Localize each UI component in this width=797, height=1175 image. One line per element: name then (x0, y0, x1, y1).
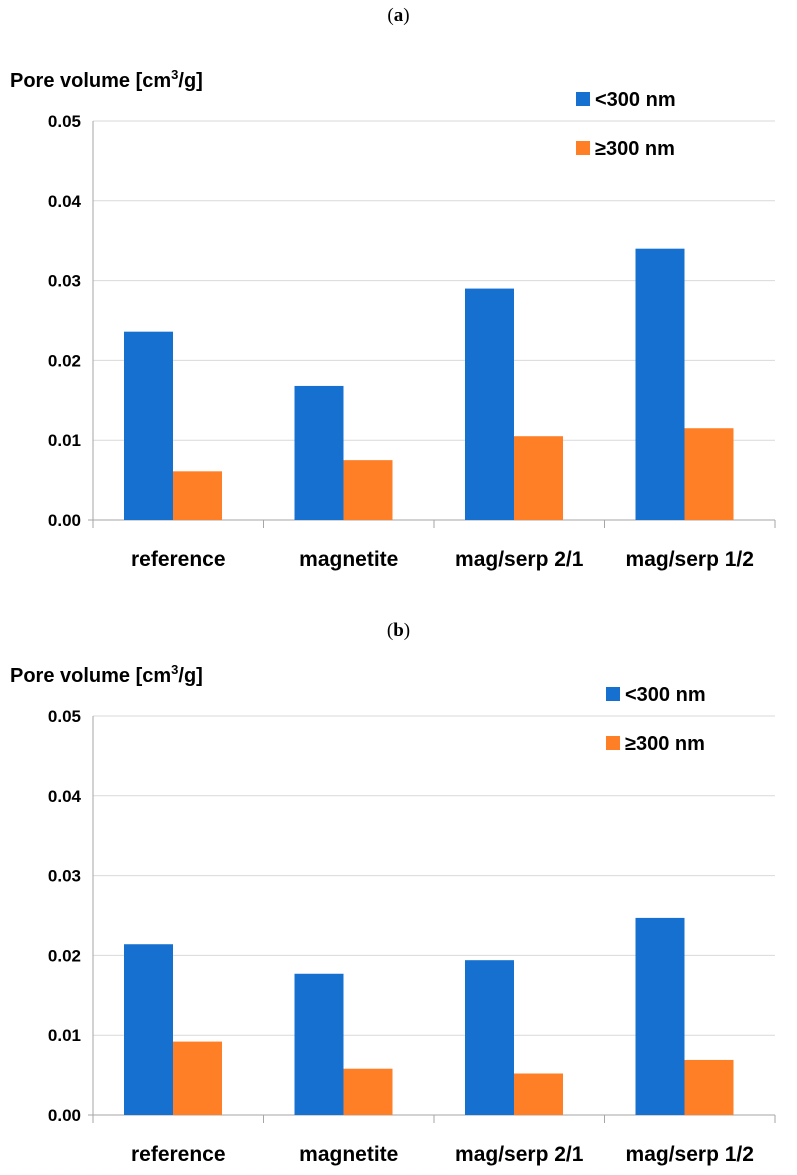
y-tick-label: 0.03 (48, 867, 81, 886)
y-tick-label: 0.02 (48, 351, 81, 370)
pore-volume-chart-b: 0.00 0.01 0.02 0.03 0.04 0.05 reference magneti… (10, 662, 776, 1166)
bar (684, 1059, 734, 1115)
y-tick-label: 0.04 (48, 192, 82, 211)
y-axis-title-end: /g] (178, 665, 202, 687)
x-category-label: mag/serp 2/1 (455, 1143, 584, 1166)
bar (124, 331, 173, 520)
bar (514, 1073, 563, 1115)
bar (684, 428, 734, 520)
bar (294, 973, 344, 1115)
bar (294, 385, 344, 520)
y-tick-label: 0.02 (48, 946, 81, 965)
legend-swatch (576, 141, 590, 155)
y-axis-title: Pore volume [cm3/g] (10, 67, 203, 92)
legend-label: <300 nm (625, 684, 706, 706)
bar (173, 471, 222, 520)
legend-swatch (606, 687, 620, 701)
y-tick-label: 0.05 (48, 112, 81, 131)
bar (124, 944, 173, 1115)
x-category-label: magnetite (299, 1143, 398, 1166)
legend-label: ≥300 nm (595, 138, 675, 160)
legend-label: <300 nm (595, 89, 676, 111)
x-category-label: reference (131, 1143, 226, 1166)
y-tick-label: 0.05 (48, 707, 81, 726)
y-axis-title-superscript: 3 (171, 67, 178, 82)
pore-volume-chart-a: 0.00 0.01 0.02 0.03 0.04 0.05 reference magneti… (10, 67, 776, 571)
bar (514, 436, 563, 520)
y-tick-label: 0.00 (48, 511, 81, 530)
y-tick-label: 0.00 (48, 1106, 81, 1125)
y-axis-title-main: Pore volume [cm (10, 70, 171, 92)
panel-letter: a (393, 5, 404, 26)
bar (343, 1068, 393, 1115)
y-axis-title: Pore volume [cm3/g] (10, 662, 203, 687)
panel-letter: b (393, 620, 404, 641)
panel-label-b: (b) (386, 620, 411, 641)
legend-swatch (576, 92, 590, 106)
y-tick-label: 0.01 (48, 431, 81, 450)
panel-label-a: (a) (387, 5, 410, 26)
y-tick-label: 0.01 (48, 1026, 81, 1045)
y-axis-title-end: /g] (178, 70, 202, 92)
x-category-label: reference (131, 548, 226, 571)
x-category-label: magnetite (299, 548, 398, 571)
y-axis-title-main: Pore volume [cm (10, 665, 171, 687)
bar (635, 248, 685, 520)
bar (343, 460, 393, 520)
x-category-label: mag/serp 1/2 (626, 548, 754, 571)
legend-swatch (606, 736, 620, 750)
y-axis-title-superscript: 3 (171, 662, 178, 677)
bar (465, 288, 514, 520)
bar (465, 960, 514, 1115)
bar (173, 1041, 222, 1115)
y-tick-label: 0.03 (48, 272, 81, 291)
legend-label: ≥300 nm (625, 733, 705, 755)
x-category-label: mag/serp 2/1 (455, 548, 584, 571)
x-category-label: mag/serp 1/2 (626, 1143, 754, 1166)
y-tick-label: 0.04 (48, 787, 82, 806)
bar (635, 917, 685, 1115)
